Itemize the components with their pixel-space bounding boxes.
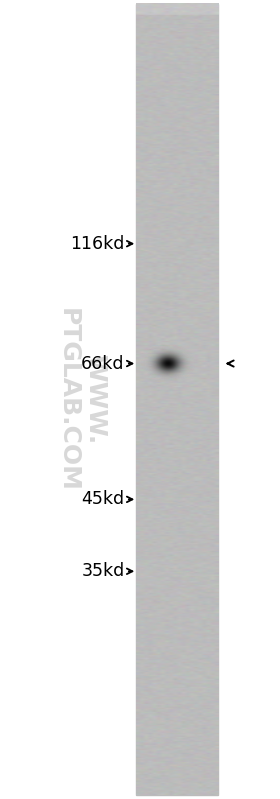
Text: 45kd: 45kd — [81, 491, 125, 508]
Text: 116kd: 116kd — [70, 235, 125, 252]
Text: WWW.
PTGLAB.COM: WWW. PTGLAB.COM — [55, 308, 107, 491]
Text: 35kd: 35kd — [81, 562, 125, 580]
Text: 66kd: 66kd — [81, 355, 125, 372]
Bar — [136, 4, 218, 795]
